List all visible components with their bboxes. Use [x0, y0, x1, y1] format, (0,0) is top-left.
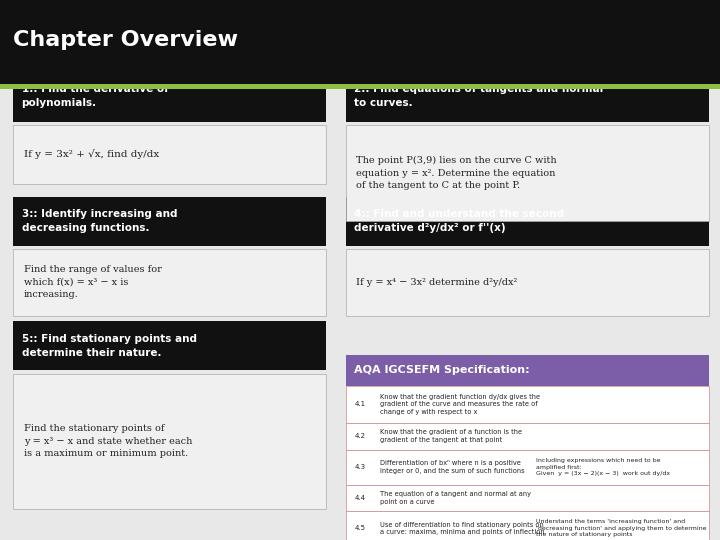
- FancyBboxPatch shape: [346, 249, 709, 316]
- FancyBboxPatch shape: [13, 70, 326, 122]
- FancyBboxPatch shape: [346, 197, 709, 246]
- Text: 4.1: 4.1: [354, 401, 365, 408]
- FancyBboxPatch shape: [13, 249, 326, 316]
- FancyBboxPatch shape: [13, 197, 326, 246]
- Text: Use of differentiation to find stationary points on
a curve: maxima, minima and : Use of differentiation to find stationar…: [380, 522, 545, 535]
- FancyBboxPatch shape: [346, 70, 709, 122]
- FancyBboxPatch shape: [346, 450, 709, 485]
- Text: The equation of a tangent and normal at any
point on a curve: The equation of a tangent and normal at …: [380, 491, 531, 505]
- FancyBboxPatch shape: [346, 125, 709, 221]
- Text: Differentiation of bxⁿ where n is a positive
integer or 0, and the sum of such f: Differentiation of bxⁿ where n is a posi…: [380, 461, 525, 474]
- Text: 4.4: 4.4: [354, 495, 365, 501]
- FancyBboxPatch shape: [0, 0, 720, 84]
- FancyBboxPatch shape: [346, 355, 709, 386]
- FancyBboxPatch shape: [13, 374, 326, 509]
- FancyBboxPatch shape: [346, 423, 709, 450]
- Text: If y = 3x² + √x, find dy/dx: If y = 3x² + √x, find dy/dx: [24, 150, 159, 159]
- FancyBboxPatch shape: [346, 485, 709, 511]
- Text: Find the stationary points of
y = x³ − x and state whether each
is a maximum or : Find the stationary points of y = x³ − x…: [24, 424, 192, 458]
- Text: AQA IGCSEFM Specification:: AQA IGCSEFM Specification:: [354, 366, 530, 375]
- Text: If y = x⁴ − 3x² determine d²y/dx²: If y = x⁴ − 3x² determine d²y/dx²: [356, 278, 518, 287]
- Text: 3:: Identify increasing and
decreasing functions.: 3:: Identify increasing and decreasing f…: [22, 210, 177, 233]
- Text: 1:: Find the derivative of
polynomials.: 1:: Find the derivative of polynomials.: [22, 84, 168, 108]
- FancyBboxPatch shape: [346, 386, 709, 423]
- Text: Including expressions which need to be
amplified first:
Given  y = (3x − 2)(x − : Including expressions which need to be a…: [536, 458, 670, 476]
- FancyBboxPatch shape: [13, 125, 326, 184]
- Text: 2:: Find equations of tangents and normal
to curves.: 2:: Find equations of tangents and norma…: [354, 84, 603, 108]
- FancyBboxPatch shape: [13, 321, 326, 370]
- Text: 4:: Find and understand the second
derivative d²y/dx² or f''(x): 4:: Find and understand the second deriv…: [354, 210, 564, 233]
- FancyBboxPatch shape: [346, 511, 709, 540]
- Text: Know that the gradient of a function is the
gradient of the tangent at that poin: Know that the gradient of a function is …: [380, 429, 522, 443]
- Text: 4.5: 4.5: [354, 525, 365, 531]
- Text: The point P(3,9) lies on the curve C with
equation y = x². Determine the equatio: The point P(3,9) lies on the curve C wit…: [356, 156, 557, 191]
- Text: Understand the terms 'increasing function' and
'decreasing function' and applyin: Understand the terms 'increasing functio…: [536, 519, 707, 537]
- Text: Find the range of values for
which f(x) = x³ − x is
increasing.: Find the range of values for which f(x) …: [24, 266, 161, 299]
- Text: Know that the gradient function dy/dx gives the
gradient of the curve and measur: Know that the gradient function dy/dx gi…: [380, 394, 540, 415]
- Text: 5:: Find stationary points and
determine their nature.: 5:: Find stationary points and determine…: [22, 334, 197, 357]
- Text: 4.2: 4.2: [354, 433, 365, 440]
- Text: 4.3: 4.3: [354, 464, 365, 470]
- FancyBboxPatch shape: [0, 84, 720, 89]
- Text: Chapter Overview: Chapter Overview: [13, 30, 238, 50]
